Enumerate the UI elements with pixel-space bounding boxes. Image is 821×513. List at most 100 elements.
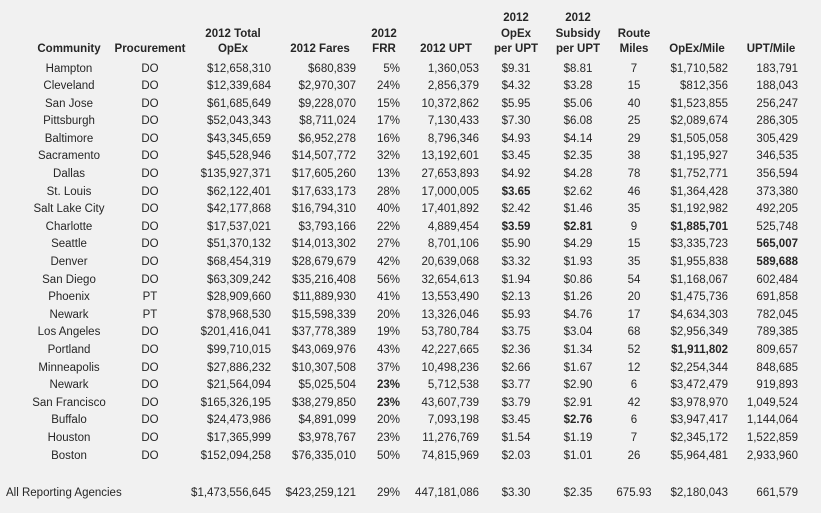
totals-cell-subsidy_per_upt: $2.35 [563, 487, 593, 500]
cell-route_miles: 35 [627, 203, 641, 216]
cell-opex_per_mile: $2,345,172 [670, 431, 728, 444]
cell-fares: $680,839 [308, 62, 356, 75]
cell-opex_per_mile: $1,955,838 [670, 256, 728, 269]
cell-subsidy_per_upt: $4.28 [563, 168, 593, 181]
cell-community: Minneapolis [38, 361, 100, 374]
cell-opex_per_mile: $1,192,982 [670, 203, 728, 216]
spacer-cell [0, 465, 806, 485]
cell-fares: $6,952,278 [298, 132, 356, 145]
cell-route_miles: 17 [627, 308, 641, 321]
cell-opex: $62,122,401 [207, 185, 271, 198]
cell-opex_per_mile: $1,710,582 [670, 62, 728, 75]
table-row: Denver DO $68,454,319 $28,679,679 42% 20,639,… [0, 254, 806, 272]
table-row: Houston DO $17,365,999 $3,978,767 23% 11,276,… [0, 430, 806, 448]
cell-fares: $14,507,772 [292, 150, 356, 163]
cell-opex: $27,886,232 [207, 361, 271, 374]
cell-community: Baltimore [44, 132, 94, 145]
table-row: Newark PT $78,968,530 $15,598,339 20% 13,326,… [0, 307, 806, 325]
table-row: San Jose DO $61,685,649 $9,228,070 15% 10,372… [0, 96, 806, 114]
cell-upt_per_mile: 789,385 [756, 326, 798, 339]
table-row: Baltimore DO $43,345,659 $6,952,278 16% 8,796… [0, 131, 806, 149]
cell-upt_per_mile: 848,685 [756, 361, 798, 374]
cell-upt_per_mile: 919,893 [756, 379, 798, 392]
table-row: Newark DO $21,564,094 $5,025,504 23% 5,712,53… [0, 377, 806, 395]
table-row: Cleveland DO $12,339,684 $2,970,307 24% 2,856… [0, 78, 806, 96]
cell-fares: $28,679,679 [292, 256, 356, 269]
cell-upt_per_mile: 305,429 [756, 132, 798, 145]
table-row: San Diego DO $63,309,242 $35,216,408 56% 32,6… [0, 272, 806, 290]
cell-procurement: DO [141, 238, 159, 251]
cell-fares: $35,216,408 [292, 273, 356, 286]
cell-opex_per_mile: $1,505,058 [670, 132, 728, 145]
cell-subsidy_per_upt: $2.90 [563, 379, 593, 392]
column-header-procurement: Procurement [112, 4, 188, 61]
cell-upt_per_mile: 256,247 [756, 97, 798, 110]
cell-opex_per_upt: $4.32 [501, 80, 531, 93]
header-label-line: OpEx [217, 43, 249, 55]
cell-upt: 7,093,198 [427, 414, 479, 427]
cell-route_miles: 40 [627, 97, 641, 110]
cell-fares: $17,633,173 [292, 185, 356, 198]
cell-upt_per_mile: 492,205 [756, 203, 798, 216]
cell-procurement: DO [141, 80, 159, 93]
totals-cell-opex_per_upt: $3.30 [501, 487, 531, 500]
cell-procurement: DO [141, 62, 159, 75]
cell-opex: $43,345,659 [207, 132, 271, 145]
column-header-community: Community [0, 4, 112, 61]
table-row: Dallas DO $135,927,371 $17,605,260 13% 27,653… [0, 166, 806, 184]
cell-opex_per_mile: $2,956,349 [670, 326, 728, 339]
cell-upt: 53,780,784 [421, 326, 479, 339]
cell-opex_per_upt: $4.92 [501, 168, 531, 181]
cell-route_miles: 35 [627, 256, 641, 269]
cell-opex_per_mile: $1,195,927 [670, 150, 728, 163]
cell-frr: 16% [376, 132, 400, 145]
cell-opex: $45,528,946 [207, 150, 271, 163]
cell-subsidy_per_upt: $1.34 [563, 344, 593, 356]
cell-route_miles: 7 [630, 62, 638, 75]
cell-opex_per_mile: $3,472,479 [670, 379, 728, 392]
cell-upt: 1,360,053 [427, 62, 479, 75]
cell-subsidy_per_upt: $2.35 [563, 150, 593, 163]
cell-opex_per_upt: $5.93 [501, 308, 531, 321]
cell-route_miles: 29 [627, 132, 641, 145]
header-label-line: Procurement [114, 43, 186, 55]
cell-opex_per_upt: $9.31 [501, 62, 531, 75]
table-row: Salt Lake City DO $42,177,868 $16,794,310 40… [0, 201, 806, 219]
cell-opex: $63,309,242 [207, 273, 271, 286]
totals-cell-opex_per_mile: $2,180,043 [670, 487, 728, 500]
cell-fares: $14,013,302 [292, 238, 356, 251]
cell-fares: $76,335,010 [292, 449, 356, 462]
cell-subsidy_per_upt: $1.26 [563, 291, 593, 304]
cell-fares: $38,279,850 [292, 396, 356, 409]
totals-cell-route_miles: 675.93 [616, 487, 652, 500]
cell-opex_per_upt: $7.30 [501, 115, 531, 128]
cell-opex_per_mile: $1,752,771 [670, 168, 728, 181]
header-label-line: UPT/Mile [746, 43, 796, 55]
cell-procurement: DO [141, 379, 159, 392]
cell-upt: 17,000,005 [421, 185, 479, 198]
table-row: Seattle DO $51,370,132 $14,013,302 27% 8,701,… [0, 236, 806, 254]
totals-label: All Reporting Agencies [6, 487, 122, 500]
cell-opex_per_upt: $3.75 [501, 326, 531, 339]
totals-cell-opex: $1,473,556,645 [191, 487, 271, 500]
cell-route_miles: 68 [627, 326, 641, 339]
table-row: Buffalo DO $24,473,986 $4,891,099 20% 7,093,1… [0, 412, 806, 430]
cell-route_miles: 7 [630, 431, 638, 444]
cell-opex_per_upt: $5.95 [501, 97, 531, 110]
cell-upt_per_mile: 565,007 [756, 238, 798, 251]
cell-fares: $37,778,389 [292, 326, 356, 339]
table-row: Pittsburgh DO $52,043,343 $8,711,024 17% 7,13… [0, 113, 806, 131]
header-label-line: 2012 [565, 12, 591, 24]
cell-frr: 28% [376, 185, 400, 198]
cell-subsidy_per_upt: $3.04 [563, 326, 593, 339]
cell-opex_per_mile: $3,335,723 [670, 238, 728, 251]
cell-opex_per_upt: $3.65 [501, 185, 531, 198]
cell-upt: 4,889,454 [427, 220, 479, 233]
cell-frr: 37% [376, 361, 400, 374]
header-label-line: 2012 [503, 12, 529, 24]
cell-opex_per_mile: $1,475,736 [670, 291, 728, 304]
cell-community: Newark [49, 379, 89, 392]
cell-opex: $68,454,319 [207, 256, 271, 269]
cell-community: Cleveland [43, 80, 95, 93]
cell-frr: 17% [376, 115, 400, 128]
